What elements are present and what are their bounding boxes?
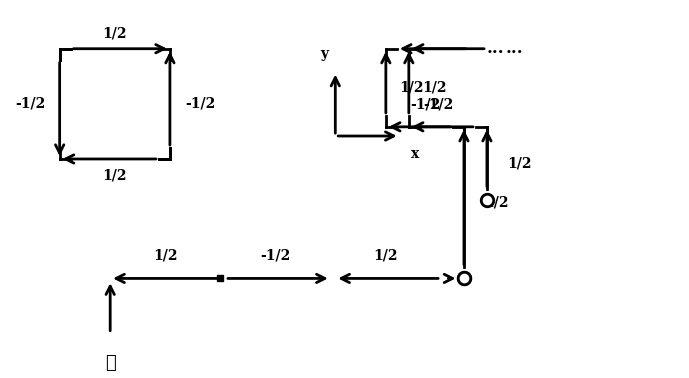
Text: 1/2: 1/2 <box>103 169 127 183</box>
Text: ...: ... <box>505 40 523 57</box>
Text: -1/2: -1/2 <box>15 97 45 111</box>
Text: 1/2: 1/2 <box>507 156 532 170</box>
Text: ...: ... <box>487 40 504 57</box>
Text: -1/2: -1/2 <box>424 97 454 111</box>
Text: 1/2: 1/2 <box>400 81 424 95</box>
Text: 1/2: 1/2 <box>422 81 447 95</box>
Text: 1/2: 1/2 <box>484 196 508 210</box>
Text: 1/2: 1/2 <box>153 249 178 263</box>
Text: 1/2: 1/2 <box>103 26 127 40</box>
Text: 1/2: 1/2 <box>373 249 398 263</box>
Text: -1/2: -1/2 <box>185 97 216 111</box>
Text: y: y <box>320 46 329 60</box>
Text: x: x <box>411 147 419 161</box>
Text: -1/2: -1/2 <box>260 249 291 263</box>
Text: -1/2: -1/2 <box>410 97 440 111</box>
Text: ⋮: ⋮ <box>105 354 116 372</box>
